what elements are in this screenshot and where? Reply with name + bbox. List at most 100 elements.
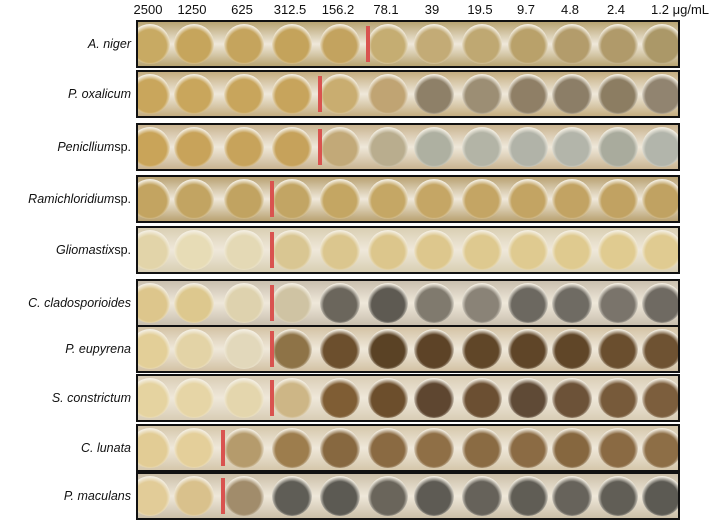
well — [552, 179, 592, 219]
mic-marker — [270, 285, 274, 321]
well — [414, 329, 454, 369]
well — [598, 428, 638, 468]
concentration-label: 1250 — [177, 2, 207, 17]
well — [272, 74, 312, 114]
well — [552, 74, 592, 114]
well — [552, 476, 592, 516]
concentration-label: 2.4 — [606, 2, 626, 17]
well — [552, 230, 592, 270]
well — [174, 24, 214, 64]
well — [552, 329, 592, 369]
well — [462, 476, 502, 516]
well — [224, 428, 264, 468]
well — [320, 24, 360, 64]
strain-label: S. constrictum — [52, 374, 131, 422]
well — [598, 378, 638, 418]
well — [138, 74, 170, 114]
well — [642, 230, 678, 270]
concentration-label: 625 — [231, 2, 253, 17]
well — [414, 378, 454, 418]
well — [508, 329, 548, 369]
well — [272, 24, 312, 64]
strain-label: Ramichloridium sp. — [28, 175, 131, 223]
well — [508, 230, 548, 270]
well — [174, 476, 214, 516]
strain-genus: C. lunata — [80, 441, 131, 455]
strain-row: Penicllium sp. — [0, 123, 709, 171]
well — [174, 428, 214, 468]
strain-genus: A. niger — [87, 37, 131, 51]
mic-marker — [270, 331, 274, 367]
strain-label: P. eupyrena — [65, 325, 131, 373]
well — [414, 230, 454, 270]
well — [462, 24, 502, 64]
strain-suffix: sp. — [114, 192, 131, 206]
well — [320, 74, 360, 114]
well — [598, 329, 638, 369]
well — [598, 230, 638, 270]
strain-label: Gliomastix sp. — [56, 226, 131, 274]
well — [508, 127, 548, 167]
strain-suffix: sp. — [114, 140, 131, 154]
strain-row: P. maculans — [0, 472, 709, 520]
concentration-label: 156.2 — [321, 2, 355, 17]
well — [320, 329, 360, 369]
well — [272, 179, 312, 219]
well — [368, 24, 408, 64]
well — [138, 476, 170, 516]
strain-genus: P. oxalicum — [68, 87, 131, 101]
well — [642, 378, 678, 418]
well — [224, 329, 264, 369]
microplate-photo — [136, 226, 680, 274]
well — [174, 74, 214, 114]
well — [368, 283, 408, 323]
well — [462, 378, 502, 418]
well — [462, 230, 502, 270]
well — [462, 428, 502, 468]
well — [272, 378, 312, 418]
well — [414, 24, 454, 64]
mic-marker — [221, 430, 225, 466]
well — [174, 230, 214, 270]
concentration-label: 312.5 — [273, 2, 307, 17]
strain-row: Ramichloridium sp. — [0, 175, 709, 223]
well — [368, 127, 408, 167]
strain-row: C. lunata — [0, 424, 709, 472]
strain-genus: S. constrictum — [51, 391, 131, 405]
strain-suffix: sp. — [114, 243, 131, 257]
well — [508, 378, 548, 418]
concentration-label: 1.2 μg/mL — [650, 2, 709, 17]
well — [414, 179, 454, 219]
well — [224, 230, 264, 270]
microplate-photo — [136, 20, 680, 68]
well — [138, 329, 170, 369]
concentration-header: 2500 1250 625 312.5 156.2 78.1 39 19.5 9.7 4.8 2.4… — [0, 0, 709, 20]
well — [138, 230, 170, 270]
well — [224, 24, 264, 64]
strain-label: C. lunata — [81, 424, 131, 472]
well — [138, 283, 170, 323]
concentration-label: 39 — [424, 2, 440, 17]
well — [272, 230, 312, 270]
well — [508, 74, 548, 114]
strain-row: C. cladosporioides — [0, 279, 709, 327]
well — [174, 329, 214, 369]
well — [320, 179, 360, 219]
well — [552, 24, 592, 64]
well — [272, 476, 312, 516]
well — [224, 127, 264, 167]
microplate-photo — [136, 279, 680, 327]
strain-label: A. niger — [88, 20, 131, 68]
well — [174, 179, 214, 219]
well — [462, 179, 502, 219]
well — [138, 24, 170, 64]
well — [368, 74, 408, 114]
well — [414, 476, 454, 516]
well — [508, 24, 548, 64]
concentration-label: 78.1 — [373, 2, 399, 17]
well — [320, 428, 360, 468]
well — [224, 179, 264, 219]
well — [462, 127, 502, 167]
well — [642, 283, 678, 323]
well — [224, 476, 264, 516]
